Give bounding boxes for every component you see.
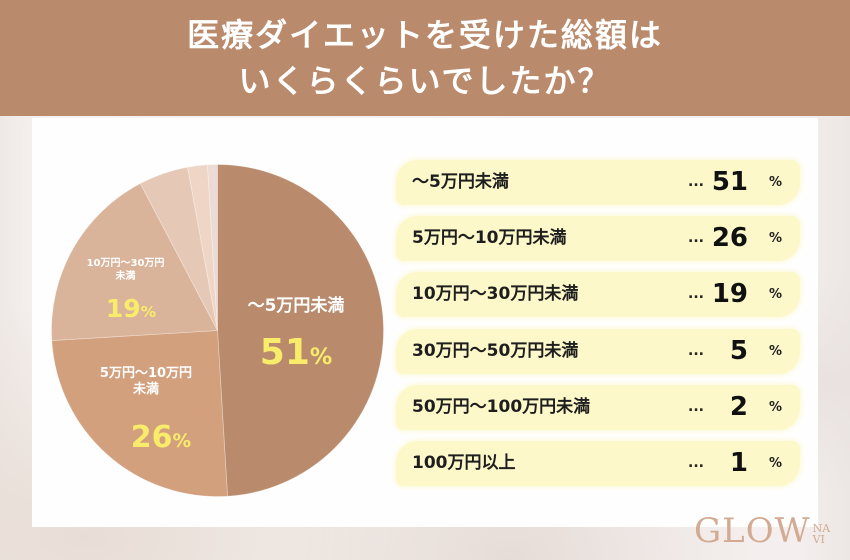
list-item-dots: ... xyxy=(688,174,704,190)
list-item-dots: ... xyxy=(688,286,704,303)
slice-pct-10-30man: 19% xyxy=(105,294,157,323)
list-item-dots: ... xyxy=(688,454,704,471)
list-item: 〜5万円未満 ... 51 % xyxy=(396,160,800,205)
list-item: 50万円〜100万円未満 ... 2 % xyxy=(396,384,800,430)
slice-label-10-30man-line1: 10万円〜30万円 xyxy=(86,258,165,269)
list-item-label: 10万円〜30万円未満 xyxy=(412,284,579,305)
list-item-label: 5万円〜10万円未満 xyxy=(412,228,567,249)
slice-label-5-10man-line2: 未満 xyxy=(132,382,159,398)
list-item-label: 50万円〜100万円未満 xyxy=(412,396,591,417)
logo-wordmark: GLOW xyxy=(694,511,811,551)
list-item-dots: ... xyxy=(688,230,704,247)
list-item-unit: % xyxy=(768,287,782,303)
logo-sub-top: NA xyxy=(812,522,831,535)
list-item: 5万円〜10万円未満 ... 26 % xyxy=(396,216,800,262)
glow-navi-logo: GLOW NA VI xyxy=(694,508,830,548)
list-item-value: 2 xyxy=(729,391,748,422)
list-item: 100万円以上 ... 1 % xyxy=(396,440,800,486)
list-item-unit: % xyxy=(768,455,782,471)
list-item-value: 19 xyxy=(711,279,748,310)
list-item-label: 100万円以上 xyxy=(412,452,516,473)
pie-slice xyxy=(139,166,218,331)
pie-slice xyxy=(51,330,228,497)
logo-sub-bottom: VI xyxy=(812,533,825,546)
list-item-unit: % xyxy=(768,399,782,415)
list-item-dots: ... xyxy=(688,342,704,359)
slice-label-under-5man: 〜5万円未満 xyxy=(247,296,345,316)
slice-label-5-10man-line1: 5万円〜10万円 xyxy=(99,366,193,381)
list-item-unit: % xyxy=(768,343,782,359)
list-item-label: 30万円〜50万円未満 xyxy=(412,340,579,361)
pie-chart: 〜5万円未満 51% 5万円〜10万円 未満 26% 10万円〜30万円 未満 … xyxy=(51,164,384,497)
pie-slice xyxy=(217,164,384,497)
list-item-dots: ... xyxy=(688,398,704,415)
slice-label-10-30man-line2: 未満 xyxy=(115,270,136,282)
list-item-unit: % xyxy=(768,175,782,190)
pie-slice xyxy=(187,164,218,331)
list-item-label: 〜5万円未満 xyxy=(412,172,509,192)
title-banner: 医療ダイエットを受けた総額は いくらくらいでしたか？ xyxy=(0,0,850,116)
result-list: 〜5万円未満 ... 51 % 5万円〜10万円未満 ... 26 % 10万円… xyxy=(396,160,800,497)
list-item-value: 51 xyxy=(711,167,748,197)
pie-chart-svg xyxy=(51,164,384,497)
slice-pct-under-5man: 51% xyxy=(259,332,333,373)
logo-sub: NA VI xyxy=(813,523,831,545)
pie-slice xyxy=(51,182,219,341)
list-item-value: 26 xyxy=(711,223,748,254)
title-line-2: いくらくらいでしたか？ xyxy=(238,62,612,100)
list-item: 10万円〜30万円未満 ... 19 % xyxy=(396,272,800,318)
list-item-unit: % xyxy=(768,231,782,247)
slice-label-5-10man: 5万円〜10万円 未満 xyxy=(81,366,211,399)
slice-pct-5-10man: 26% xyxy=(130,420,192,455)
list-item: 30万円〜50万円未満 ... 5 % xyxy=(396,328,800,374)
pie-slice xyxy=(207,164,218,331)
list-item-value: 5 xyxy=(729,335,748,366)
list-item-value: 1 xyxy=(729,447,748,478)
title-line-1: 医療ダイエットを受けた総額は xyxy=(187,16,663,54)
slice-label-10-30man: 10万円〜30万円 未満 xyxy=(63,258,188,283)
